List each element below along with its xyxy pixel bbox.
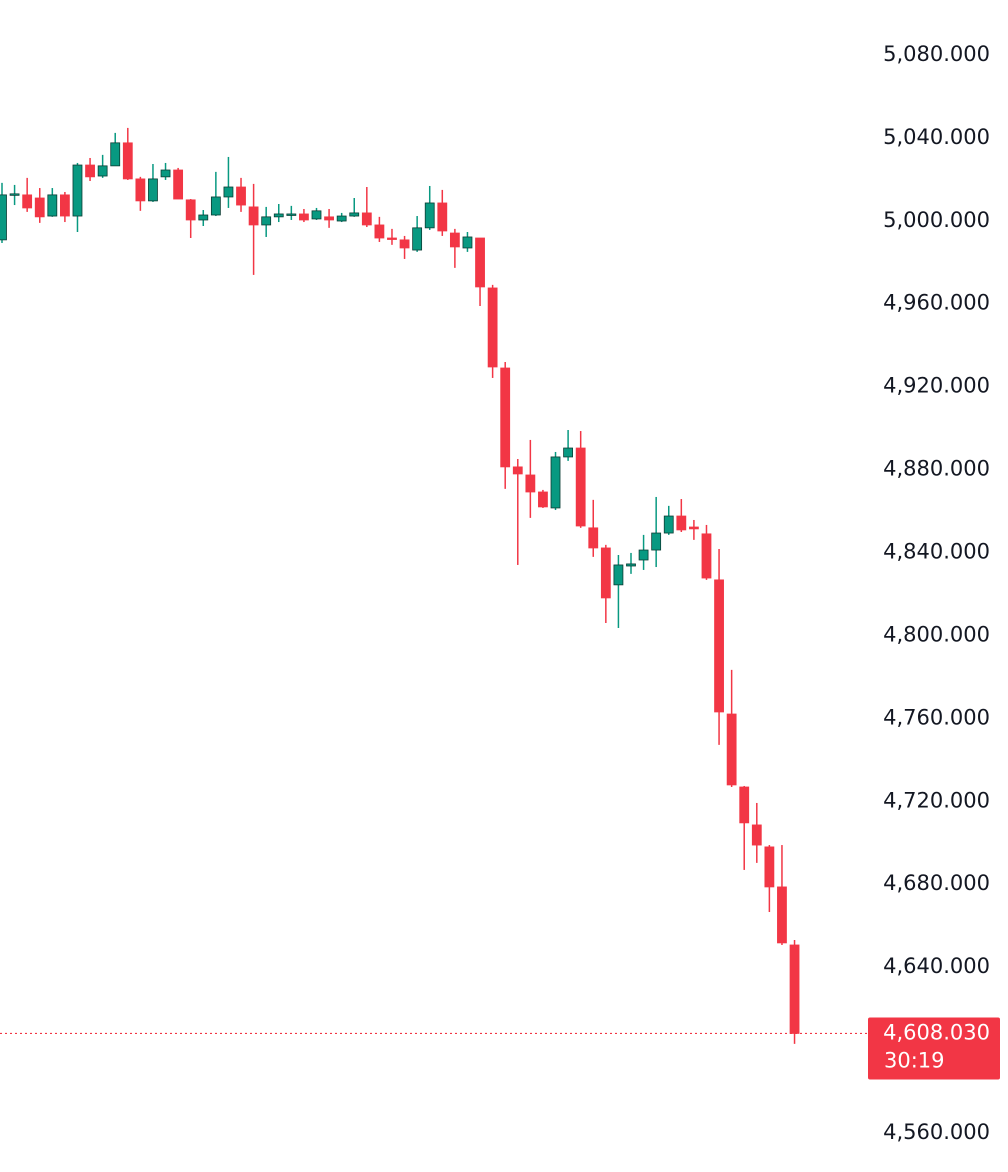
candle-body — [475, 237, 485, 288]
candle-body — [72, 164, 83, 217]
candle-body — [600, 547, 611, 599]
candle-body — [110, 142, 121, 167]
candle-body — [500, 367, 511, 468]
y-tick-label: 5,000.000 — [883, 208, 990, 232]
candle-body — [47, 194, 58, 217]
candle-body — [701, 533, 712, 579]
candle-body — [550, 456, 561, 509]
y-tick-label: 4,720.000 — [883, 788, 990, 812]
candle-body — [299, 213, 309, 221]
candle-body — [286, 213, 297, 216]
countdown: 30:19 — [884, 1048, 945, 1072]
price-box — [868, 1017, 1000, 1080]
candle-body — [236, 186, 246, 206]
y-tick-label: 4,560.000 — [883, 1120, 990, 1144]
price-label: 4,608.030 — [883, 1020, 990, 1044]
y-tick-label: 4,920.000 — [883, 374, 990, 398]
candle-body — [261, 216, 272, 226]
y-tick-label: 4,680.000 — [883, 871, 990, 895]
candle-body — [273, 213, 284, 218]
candle-body — [588, 527, 599, 549]
candle-body — [651, 532, 662, 551]
candle-body — [613, 564, 624, 586]
candle-body — [626, 563, 636, 567]
candle-body — [85, 164, 95, 178]
y-tick-label: 4,760.000 — [883, 705, 990, 729]
candle-body — [361, 212, 372, 226]
candle-body — [764, 846, 775, 888]
candle-body — [173, 169, 184, 200]
candle-body — [34, 197, 45, 218]
candle-body — [751, 824, 762, 846]
candle-body — [487, 287, 498, 368]
candle-body — [210, 196, 221, 216]
candle-body — [97, 165, 108, 177]
candle-body — [676, 515, 687, 531]
candle-body — [399, 239, 410, 249]
candle-body — [575, 447, 586, 527]
candle-body — [726, 713, 737, 786]
y-tick-label: 4,640.000 — [883, 954, 990, 978]
candle-body — [525, 474, 536, 493]
candle-body — [689, 526, 699, 530]
candle-body — [148, 178, 158, 202]
candle-body — [387, 237, 397, 240]
candle-body — [714, 579, 724, 713]
candle-body — [789, 944, 800, 1034]
candle-body — [638, 549, 649, 561]
candle-body — [198, 214, 209, 221]
y-tick-label: 5,080.000 — [883, 42, 990, 66]
candle-body — [739, 786, 750, 824]
candle-body — [248, 206, 259, 226]
candle-body — [412, 227, 423, 251]
candle-body — [9, 193, 20, 196]
candle-body — [122, 142, 133, 180]
candle-body — [538, 491, 548, 508]
candle-body — [135, 178, 146, 202]
candle-body — [0, 194, 7, 241]
candle-body — [336, 215, 347, 222]
candle-body — [663, 515, 674, 534]
candle-body — [185, 199, 196, 221]
candle-body — [324, 216, 334, 221]
candle-body — [311, 210, 322, 220]
y-tick-label: 4,880.000 — [883, 457, 990, 481]
y-tick-label: 5,040.000 — [883, 125, 990, 149]
candle-body — [437, 202, 448, 232]
candle-body — [60, 194, 70, 217]
candle-body — [349, 212, 360, 217]
y-tick-label: 4,840.000 — [883, 540, 990, 564]
candle-body — [160, 169, 171, 178]
candle-body — [22, 194, 33, 209]
candle-body — [374, 224, 385, 239]
candle-body — [223, 186, 234, 198]
candle-body — [462, 236, 473, 249]
candle-body — [424, 202, 435, 229]
candle-body — [777, 886, 787, 944]
candle-body — [512, 466, 523, 475]
y-tick-label: 4,800.000 — [883, 622, 990, 646]
y-tick-label: 4,960.000 — [883, 291, 990, 315]
candle-body — [449, 232, 460, 248]
candle-body — [563, 447, 573, 458]
